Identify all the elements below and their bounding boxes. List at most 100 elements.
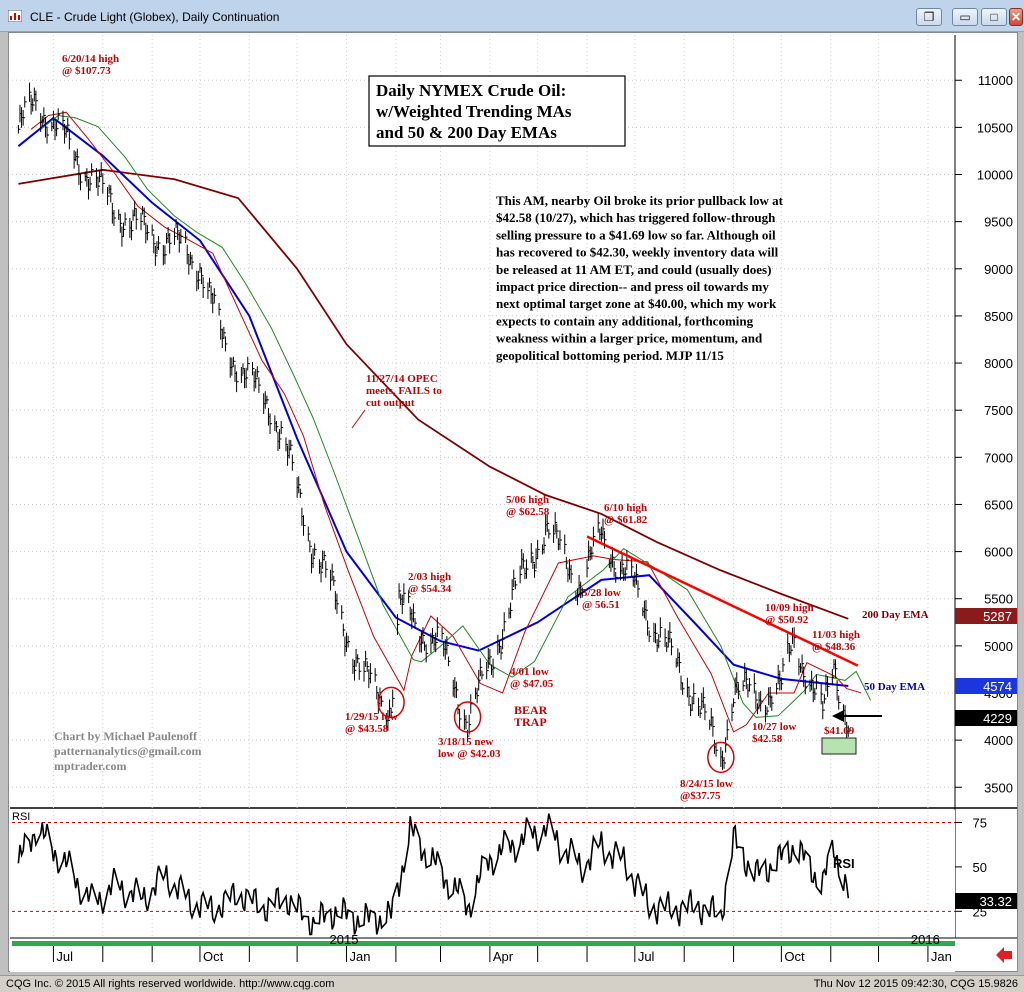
ema200-label: 200 Day EMA bbox=[862, 609, 929, 621]
rsi-panel[interactable] bbox=[10, 810, 955, 938]
ytick-label-9500: 9500 bbox=[984, 215, 1013, 230]
xtick-label: Jan bbox=[931, 949, 952, 964]
title-line-3: and 50 & 200 Day EMAs bbox=[376, 123, 557, 142]
year-label: 2016 bbox=[911, 932, 940, 947]
xtick-label: Oct bbox=[203, 949, 224, 964]
xtick-label: Jul bbox=[56, 949, 73, 964]
annotation-bear: BEAR bbox=[514, 703, 548, 717]
ema50-path bbox=[17, 116, 849, 687]
credit-email: patternanalytics@gmail.com bbox=[54, 744, 201, 758]
annotation-bear: TRAP bbox=[514, 715, 547, 729]
ytick-label-7000: 7000 bbox=[984, 450, 1013, 465]
wma-fast-path bbox=[30, 111, 862, 733]
wma-slow-path bbox=[40, 114, 872, 718]
commentary-line: next optimal target zone at $40.00, whic… bbox=[496, 296, 777, 311]
ytick-label-5500: 5500 bbox=[984, 592, 1013, 607]
maximize-button[interactable]: □ bbox=[981, 8, 1007, 26]
time-axis-ticks: Jul Oct Jan Apr Jul Oct Jan 2015 2016 bbox=[12, 932, 955, 964]
annotation-jun10: @ $61.82 bbox=[604, 514, 648, 526]
ytick-label-6000: 6000 bbox=[984, 545, 1013, 560]
annotation-apr01: @ $47.05 bbox=[510, 678, 554, 690]
annotation-aug24: @$37.75 bbox=[680, 790, 721, 802]
title-line-2: w/Weighted Trending MAs bbox=[376, 102, 572, 121]
downtrend-line bbox=[586, 535, 859, 667]
annotation-jan29: @ $43.58 bbox=[345, 723, 389, 735]
ema50-line bbox=[17, 116, 849, 687]
opec-pointer bbox=[351, 409, 366, 429]
annotation-feb03: 2/03 high bbox=[408, 571, 451, 583]
ytick-label-6500: 6500 bbox=[984, 497, 1013, 512]
low-circles bbox=[377, 686, 735, 774]
rsi-line bbox=[12, 813, 955, 936]
ytick-label-11000: 11000 bbox=[978, 73, 1013, 88]
ema200-badge bbox=[955, 608, 1017, 624]
title-line-1: Daily NYMEX Crude Oil: bbox=[376, 81, 566, 100]
last-price-badge-value: 4229 bbox=[983, 711, 1012, 726]
ytick-label-5000: 5000 bbox=[984, 639, 1013, 654]
title-box bbox=[368, 75, 626, 147]
low-circle bbox=[377, 686, 405, 719]
ytick-label-4000: 4000 bbox=[984, 733, 1013, 748]
last-price-badge bbox=[955, 710, 1017, 726]
downtrend-path bbox=[586, 535, 859, 667]
annotation-may06: @ $62.58 bbox=[506, 506, 550, 518]
ytick-label-7500: 7500 bbox=[984, 403, 1013, 418]
ytick-label-10000: 10000 bbox=[977, 168, 1013, 183]
restore-button[interactable]: ❐ bbox=[916, 8, 942, 26]
annotation-opec: cut output bbox=[366, 397, 415, 409]
commentary-line: impact price direction-- and press oil t… bbox=[496, 279, 769, 294]
commentary-line: geopolitical bottoming period. MJP 11/15 bbox=[496, 348, 724, 363]
commentary-line: be released at 11 AM ET, and could (usua… bbox=[496, 262, 771, 277]
window-titlebar: CLE - Crude Light (Globex), Daily Contin… bbox=[0, 0, 1024, 32]
status-bar: CQG Inc. © 2015 All rights reserved worl… bbox=[0, 975, 1024, 992]
rsi-label: RSI bbox=[833, 856, 855, 871]
copyright-text: CQG Inc. © 2015 All rights reserved worl… bbox=[6, 978, 335, 990]
ytick-label-8500: 8500 bbox=[984, 309, 1013, 324]
annotation-jan29: 1/29/15 low bbox=[345, 711, 398, 723]
annotation-may06: 5/06 high bbox=[506, 494, 549, 506]
ema200-line bbox=[18, 168, 849, 620]
annotation-opec: meets, FAILS to bbox=[366, 385, 442, 397]
year-label: 2015 bbox=[330, 932, 359, 947]
ema200-badge-value: 5287 bbox=[983, 609, 1012, 624]
xtick-label: Jul bbox=[638, 949, 655, 964]
annotation-jun10: 6/10 high bbox=[604, 502, 647, 514]
annotation-nov03: @ $48.36 bbox=[812, 641, 856, 653]
xtick-label: Apr bbox=[493, 949, 514, 964]
xtick-label: Oct bbox=[784, 949, 805, 964]
annotation-last: $41.69 bbox=[824, 725, 855, 737]
credit-site: mptrader.com bbox=[54, 759, 127, 773]
target-zone bbox=[821, 737, 857, 755]
commentary-line: weakness within a larger price, momentum… bbox=[496, 331, 763, 346]
window-title: CLE - Crude Light (Globex), Daily Contin… bbox=[30, 10, 280, 24]
session-strip bbox=[12, 941, 955, 946]
ema200-path bbox=[18, 168, 849, 620]
minimize-button[interactable]: ▭ bbox=[952, 8, 978, 26]
rsi-tick-label-50: 50 bbox=[973, 860, 987, 875]
close-button[interactable]: ✕ bbox=[1009, 8, 1023, 26]
commentary-line: has recovered to $42.30, weekly inventor… bbox=[496, 245, 779, 260]
xtick-label: Jan bbox=[350, 949, 371, 964]
annotation-may28: 5/28 low bbox=[582, 587, 621, 599]
annotation-oct09: @ $50.92 bbox=[765, 614, 809, 626]
credit-author: Chart by Michael Paulenoff bbox=[54, 729, 198, 743]
commentary-line: This AM, nearby Oil broke its prior pull… bbox=[496, 193, 784, 208]
pointer-arrow-icon bbox=[832, 710, 882, 722]
commentary-line: $42.58 (10/27), which has triggered foll… bbox=[496, 210, 776, 225]
price-panel[interactable] bbox=[10, 35, 955, 808]
commentary-text: This AM, nearby Oil broke its prior pull… bbox=[496, 193, 784, 363]
annotation-oct09: 10/09 high bbox=[765, 602, 814, 614]
scroll-left-arrow-icon[interactable] bbox=[996, 947, 1012, 963]
ema50-badge bbox=[955, 678, 1017, 694]
ema50-badge-value: 4574 bbox=[983, 679, 1012, 694]
timestamp-text: Thu Nov 12 2015 09:42:30, CQG 15.9826 bbox=[813, 978, 1018, 990]
annotation-mar18: 3/18/15 new bbox=[438, 736, 493, 748]
rsi-tick-label-75: 75 bbox=[973, 815, 987, 830]
rsi-badge-value: 33.32 bbox=[979, 894, 1012, 909]
ytick-label-9000: 9000 bbox=[984, 262, 1013, 277]
annotation-opec: 11/27/14 OPEC bbox=[366, 373, 438, 385]
ytick-label-10500: 10500 bbox=[977, 120, 1013, 135]
annotation-apr01: 4/01 low bbox=[510, 666, 549, 678]
annotation-feb03: @ $54.34 bbox=[408, 583, 452, 595]
